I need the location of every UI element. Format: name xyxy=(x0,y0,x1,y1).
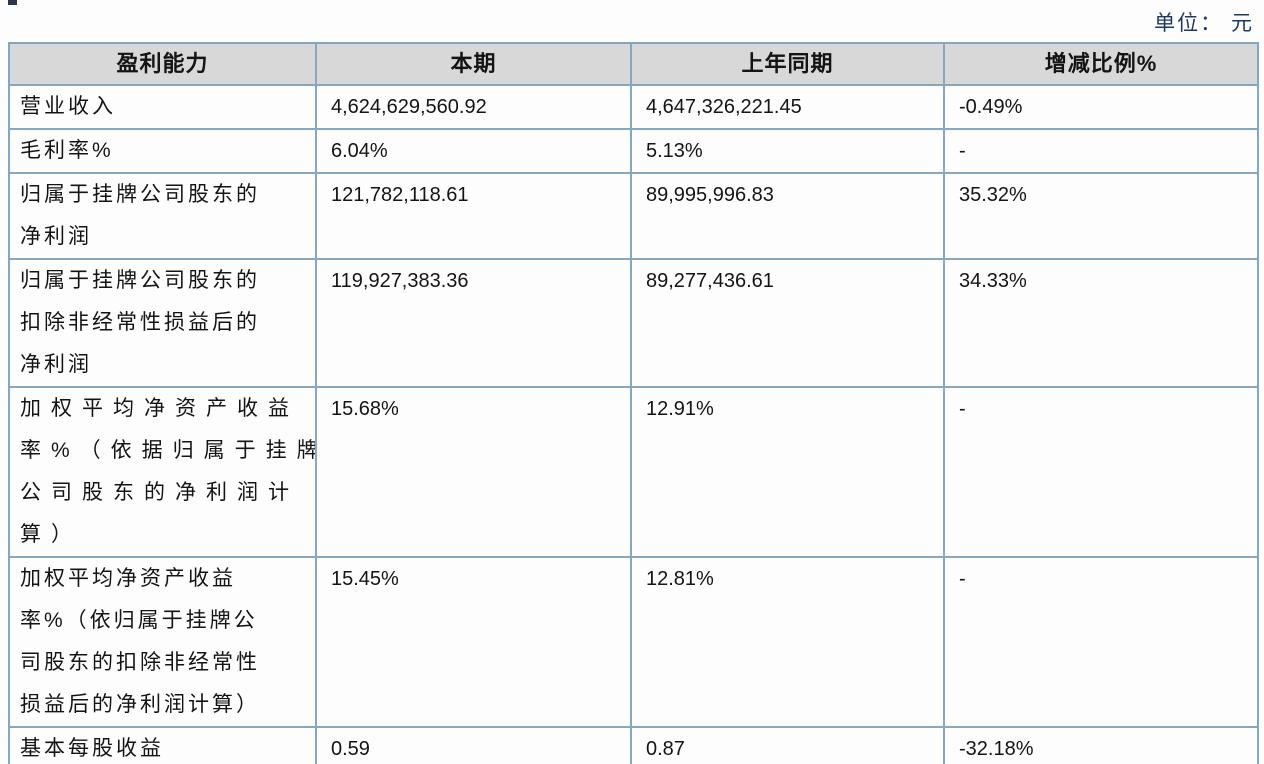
col-header-current-period: 本期 xyxy=(315,42,632,86)
prior-value: 89,995,996.83 xyxy=(630,172,945,260)
prior-value: 12.91% xyxy=(630,386,945,558)
table-row: 加权平均净资产收益 率%（依据归属于挂牌 公司股东的净利润计 算） 15.68%… xyxy=(8,386,1259,558)
unit-label: 单位： 元 xyxy=(1154,12,1254,35)
change-value: -32.18% xyxy=(943,726,1259,764)
table-row: 归属于挂牌公司股东的 扣除非经常性损益后的 净利润 119,927,383.36… xyxy=(8,258,1259,388)
row-label: 归属于挂牌公司股东的 扣除非经常性损益后的 净利润 xyxy=(8,258,317,388)
col-header-metric: 盈利能力 xyxy=(8,42,317,86)
table-row: 归属于挂牌公司股东的 净利润 121,782,118.61 89,995,996… xyxy=(8,172,1259,260)
change-value: 35.32% xyxy=(943,172,1259,260)
current-value: 119,927,383.36 xyxy=(315,258,632,388)
header-row: 盈利能力 本期 上年同期 增减比例% xyxy=(8,42,1259,86)
current-value: 121,782,118.61 xyxy=(315,172,632,260)
col-header-prior-period: 上年同期 xyxy=(630,42,945,86)
current-value: 15.68% xyxy=(315,386,632,558)
change-value: - xyxy=(943,128,1259,174)
page-corner-artifact xyxy=(8,0,17,5)
table-row: 基本每股收益 0.59 0.87 -32.18% xyxy=(8,726,1259,764)
table-row: 营业收入 4,624,629,560.92 4,647,326,221.45 -… xyxy=(8,84,1259,130)
change-value: -0.49% xyxy=(943,84,1259,130)
prior-value: 5.13% xyxy=(630,128,945,174)
current-value: 0.59 xyxy=(315,726,632,764)
row-label: 毛利率% xyxy=(8,128,317,174)
col-header-change-ratio: 增减比例% xyxy=(943,42,1259,86)
row-label: 归属于挂牌公司股东的 净利润 xyxy=(8,172,317,260)
row-label: 基本每股收益 xyxy=(8,726,317,764)
current-value: 4,624,629,560.92 xyxy=(315,84,632,130)
current-value: 15.45% xyxy=(315,556,632,728)
change-value: - xyxy=(943,556,1259,728)
row-label: 营业收入 xyxy=(8,84,317,130)
table-row: 加权平均净资产收益 率%（依归属于挂牌公 司股东的扣除非经常性 损益后的净利润计… xyxy=(8,556,1259,728)
prior-value: 4,647,326,221.45 xyxy=(630,84,945,130)
change-value: - xyxy=(943,386,1259,558)
row-label: 加权平均净资产收益 率%（依归属于挂牌公 司股东的扣除非经常性 损益后的净利润计… xyxy=(8,556,317,728)
row-label: 加权平均净资产收益 率%（依据归属于挂牌 公司股东的净利润计 算） xyxy=(8,386,317,558)
change-value: 34.33% xyxy=(943,258,1259,388)
profitability-table: 盈利能力 本期 上年同期 增减比例% 营业收入 4,624,629,560.92… xyxy=(8,42,1259,764)
prior-value: 12.81% xyxy=(630,556,945,728)
table-row: 毛利率% 6.04% 5.13% - xyxy=(8,128,1259,174)
prior-value: 0.87 xyxy=(630,726,945,764)
prior-value: 89,277,436.61 xyxy=(630,258,945,388)
current-value: 6.04% xyxy=(315,128,632,174)
